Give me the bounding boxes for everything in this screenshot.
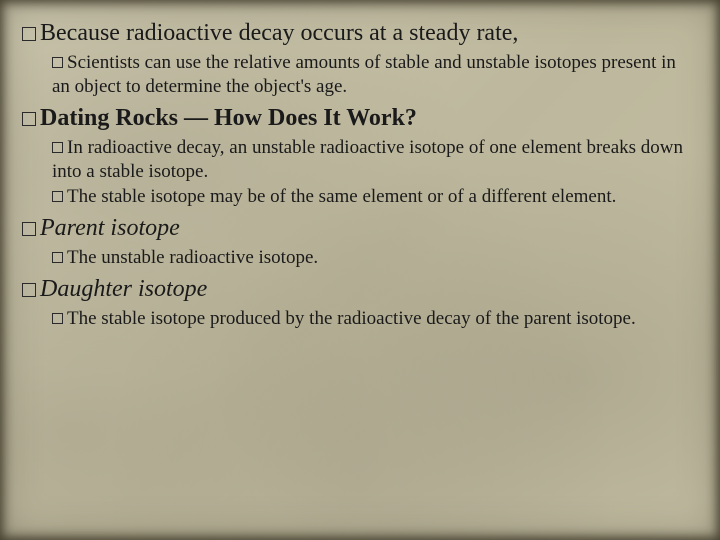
section-2-item-1: In radioactive decay, an unstable radioa… <box>52 136 692 185</box>
section-3-title-text: Parent isotope <box>40 215 180 241</box>
section-3-title: Parent isotope <box>22 213 692 244</box>
bullet-box-icon <box>22 112 36 126</box>
section-3-item-1-text: The unstable radioactive isotope. <box>67 247 318 268</box>
section-4-title: Daughter isotope <box>22 274 692 305</box>
bullet-box-icon <box>22 283 36 297</box>
section-3-item-1: The unstable radioactive isotope. <box>52 246 692 270</box>
section-2-title-text: Dating Rocks — How Does It Work? <box>40 105 417 131</box>
section-1-item-1: Scientists can use the relative amounts … <box>52 51 692 100</box>
section-1-item-1-text: Scientists can use the relative amounts … <box>52 52 676 97</box>
section-1-title-text: Because radioactive decay occurs at a st… <box>40 20 518 46</box>
bullet-box-icon <box>52 57 63 68</box>
bullet-box-icon <box>22 27 36 41</box>
bullet-box-icon <box>52 252 63 263</box>
bullet-box-icon <box>22 222 36 236</box>
section-4-title-text: Daughter isotope <box>40 276 207 302</box>
section-2-item-2: The stable isotope may be of the same el… <box>52 185 692 209</box>
section-1-title: Because radioactive decay occurs at a st… <box>22 18 692 49</box>
section-2-item-2-text: The stable isotope may be of the same el… <box>67 186 616 207</box>
bullet-box-icon <box>52 142 63 153</box>
bullet-box-icon <box>52 313 63 324</box>
section-4-item-1-text: The stable isotope produced by the radio… <box>67 308 636 329</box>
bullet-box-icon <box>52 191 63 202</box>
section-4-item-1: The stable isotope produced by the radio… <box>52 307 692 331</box>
section-2-title: Dating Rocks — How Does It Work? <box>22 103 692 134</box>
section-2-item-1-text: In radioactive decay, an unstable radioa… <box>52 137 683 182</box>
